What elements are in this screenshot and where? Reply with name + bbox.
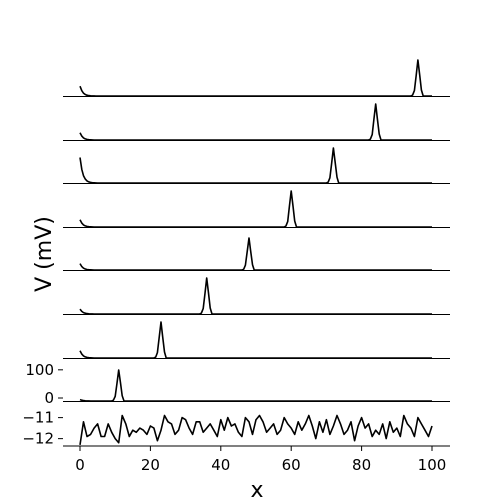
y-axis-ticks: 100 0 −11 −12: [22, 361, 63, 448]
voltage-trace: [79, 277, 432, 315]
voltage-trace: [79, 237, 432, 271]
voltage-trace: [79, 190, 432, 228]
voltage-trace: [79, 103, 432, 141]
voltage-trace: [79, 59, 432, 97]
y-axis-label: V (mV): [32, 216, 57, 292]
spike-panel-8: [63, 369, 450, 402]
voltage-trace: [79, 321, 432, 359]
spike-panel-3: [63, 147, 450, 184]
x-axis-label: x: [250, 478, 263, 500]
noise-panel: [63, 414, 450, 447]
y-tick-label: −11: [22, 409, 54, 427]
y-tick-label: 100: [25, 361, 54, 379]
spike-panel-2: [63, 103, 450, 141]
y-tick-label: 0: [44, 389, 54, 407]
plot-area: [63, 59, 450, 447]
spike-panel-5: [63, 237, 450, 271]
x-tick-label: 0: [75, 456, 85, 474]
y-tick-label: −12: [22, 430, 54, 448]
spike-panel-6: [63, 277, 450, 315]
x-axis: 0 20 40 60 80 100: [75, 446, 446, 474]
x-tick-label: 100: [418, 456, 447, 474]
voltage-trace: [79, 369, 432, 402]
spike-panel-7: [63, 321, 450, 359]
voltage-trace: [79, 147, 432, 184]
spike-panel-1: [63, 59, 450, 97]
x-tick-label: 40: [211, 456, 230, 474]
spike-panel-4: [63, 190, 450, 228]
x-tick-label: 20: [141, 456, 160, 474]
noise-trace-line: [79, 414, 433, 446]
x-tick-label: 80: [352, 456, 371, 474]
x-tick-label: 60: [282, 456, 301, 474]
